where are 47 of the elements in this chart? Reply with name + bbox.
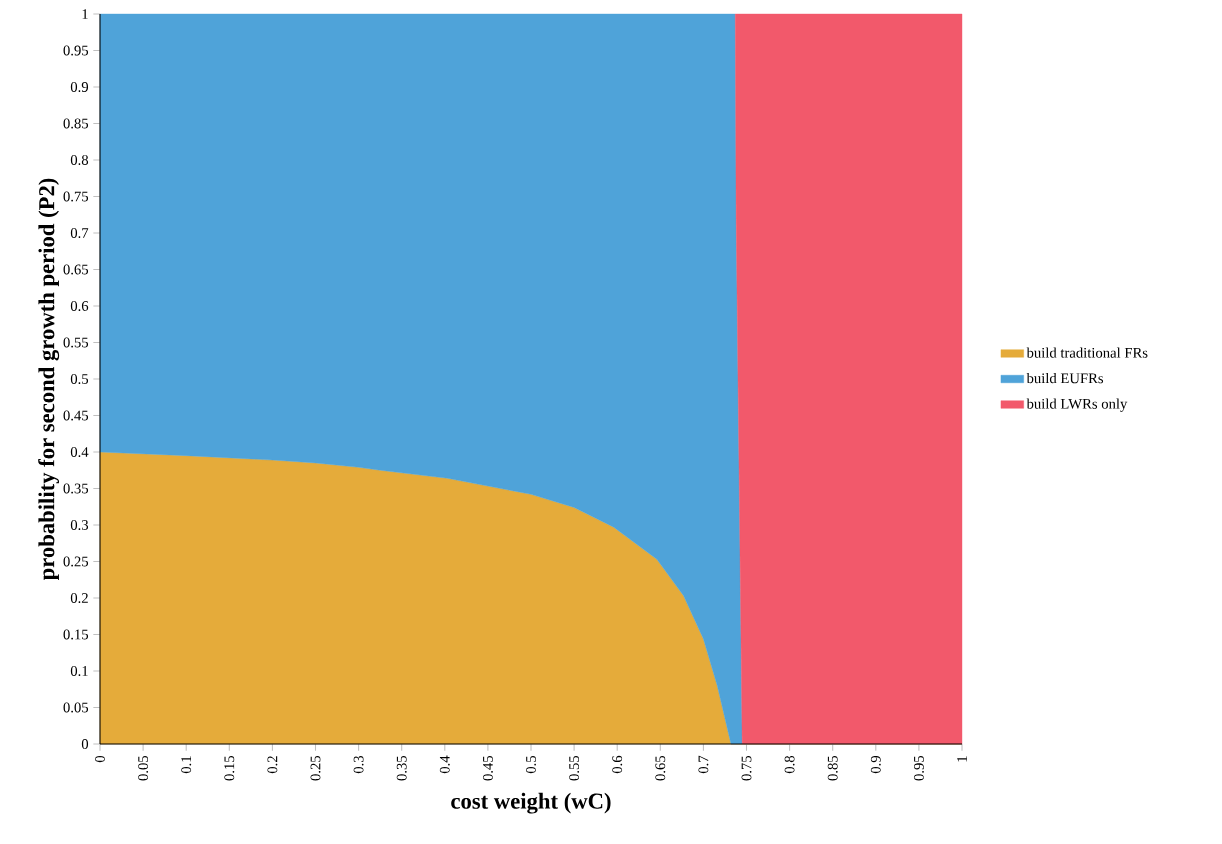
- y-tick-label: 0: [81, 739, 89, 749]
- x-tick-label: 0.35: [396, 755, 407, 781]
- x-tick-label: 0.95: [913, 755, 924, 781]
- y-tick-label: 0.8: [70, 155, 89, 165]
- y-tick-label: 0.9: [70, 82, 89, 92]
- legend-label: build EUFRs: [1026, 372, 1104, 384]
- x-tick-label: 0.8: [784, 755, 795, 774]
- x-tick-label: 1: [957, 756, 967, 762]
- y-tick-label: 0.5: [70, 374, 89, 384]
- x-tick-label: 0.05: [138, 755, 149, 781]
- y-tick-label: 0.95: [63, 45, 89, 56]
- x-tick-label: 0.75: [741, 755, 752, 781]
- x-tick-label: 0.6: [612, 755, 623, 774]
- y-tick-label: 0.85: [63, 118, 89, 129]
- y-tick-label: 0.25: [63, 556, 89, 567]
- x-tick-label: 0.45: [482, 755, 493, 781]
- y-tick-label: 0.15: [63, 629, 89, 640]
- x-tick-label: 0.55: [569, 755, 580, 781]
- y-tick-label: 1: [82, 9, 88, 19]
- x-tick-label: 0.1: [181, 756, 192, 774]
- x-tick-label: 0.85: [827, 755, 838, 781]
- y-tick-label: 0.4: [70, 447, 89, 457]
- x-tick-label: 0: [95, 755, 105, 763]
- y-tick-label: 0.7: [70, 228, 89, 238]
- x-tick-label: 0.7: [698, 755, 709, 774]
- y-tick-label: 0.75: [63, 191, 89, 202]
- x-tick-label: 0.3: [353, 755, 364, 774]
- y-axis-title: probability for second growth period (P2): [38, 178, 60, 581]
- x-tick-label: 0.15: [224, 755, 235, 781]
- y-tick-label: 0.35: [63, 483, 89, 494]
- x-axis-title: cost weight (wC): [451, 792, 611, 814]
- x-tick-label: 0.2: [267, 756, 278, 774]
- y-tick-label: 0.6: [70, 301, 89, 311]
- x-tick-label: 0.25: [310, 755, 321, 781]
- legend-label: build traditional FRs: [1026, 347, 1148, 358]
- y-tick-label: 0.3: [70, 520, 89, 530]
- y-tick-label: 0.65: [63, 264, 89, 275]
- y-tick-label: 0.2: [70, 593, 88, 603]
- y-tick-label: 0.45: [63, 410, 89, 421]
- x-tick-label: 0.65: [655, 755, 666, 781]
- legend-label: build LWRs only: [1026, 398, 1128, 412]
- y-tick-label: 0.55: [63, 337, 89, 348]
- x-tick-label: 0.9: [870, 755, 881, 774]
- y-tick-label: 0.1: [70, 666, 88, 676]
- x-tick-label: 0.5: [526, 755, 536, 774]
- x-tick-label: 0.4: [439, 755, 450, 774]
- y-tick-label: 0.05: [63, 702, 89, 713]
